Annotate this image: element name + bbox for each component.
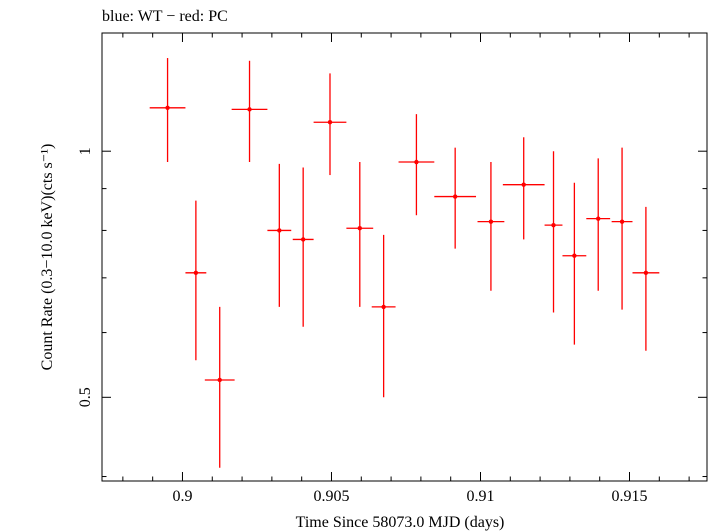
data-point — [562, 182, 587, 345]
data-point — [544, 151, 563, 313]
data-point — [398, 114, 435, 216]
data-point — [313, 73, 347, 176]
data-point — [346, 162, 374, 307]
x-tick-label: 0.9 — [172, 488, 192, 505]
plot-frame — [101, 32, 708, 482]
x-axis: 0.9 0.905 0.91 0.915 — [122, 33, 690, 505]
y-tick-label: 0.5 — [77, 387, 94, 407]
point-marker — [277, 228, 282, 233]
point-marker — [165, 105, 170, 111]
data-point — [477, 162, 505, 291]
point-marker — [596, 216, 601, 221]
data-point — [292, 167, 314, 327]
point-marker — [488, 219, 494, 224]
y-tick-label: 1 — [77, 147, 94, 155]
point-marker — [193, 270, 199, 276]
data-point — [267, 163, 292, 307]
point-marker — [521, 182, 526, 187]
data-point — [371, 234, 396, 398]
point-marker — [300, 237, 306, 242]
point-marker — [572, 253, 577, 258]
x-tick-label: 0.91 — [466, 488, 494, 505]
data-series — [149, 58, 660, 468]
point-marker — [247, 107, 252, 112]
data-point — [632, 206, 660, 351]
point-marker — [217, 377, 222, 383]
data-point — [185, 200, 207, 361]
y-axis-label: Count Rate (0.3−10.0 keV)(cts s⁻¹) — [39, 144, 56, 371]
data-point — [586, 158, 611, 291]
point-marker — [551, 222, 556, 228]
point-marker — [452, 194, 458, 199]
data-point — [611, 147, 633, 310]
data-point — [434, 147, 477, 249]
point-marker — [414, 159, 419, 165]
point-marker — [643, 270, 649, 276]
point-marker — [619, 219, 625, 224]
x-tick-label: 0.905 — [313, 488, 349, 505]
data-point — [231, 60, 268, 163]
y-axis: 0.51 — [77, 147, 707, 478]
point-marker — [357, 226, 362, 231]
x-axis-label: Time Since 58073.0 MJD (days) — [296, 514, 505, 531]
data-point — [502, 137, 545, 240]
data-point — [149, 58, 186, 163]
chart-title: blue: WT − red: PC — [102, 8, 228, 25]
data-point — [204, 306, 235, 468]
x-tick-label: 0.915 — [612, 488, 648, 505]
point-marker — [327, 120, 333, 125]
point-marker — [381, 304, 386, 310]
